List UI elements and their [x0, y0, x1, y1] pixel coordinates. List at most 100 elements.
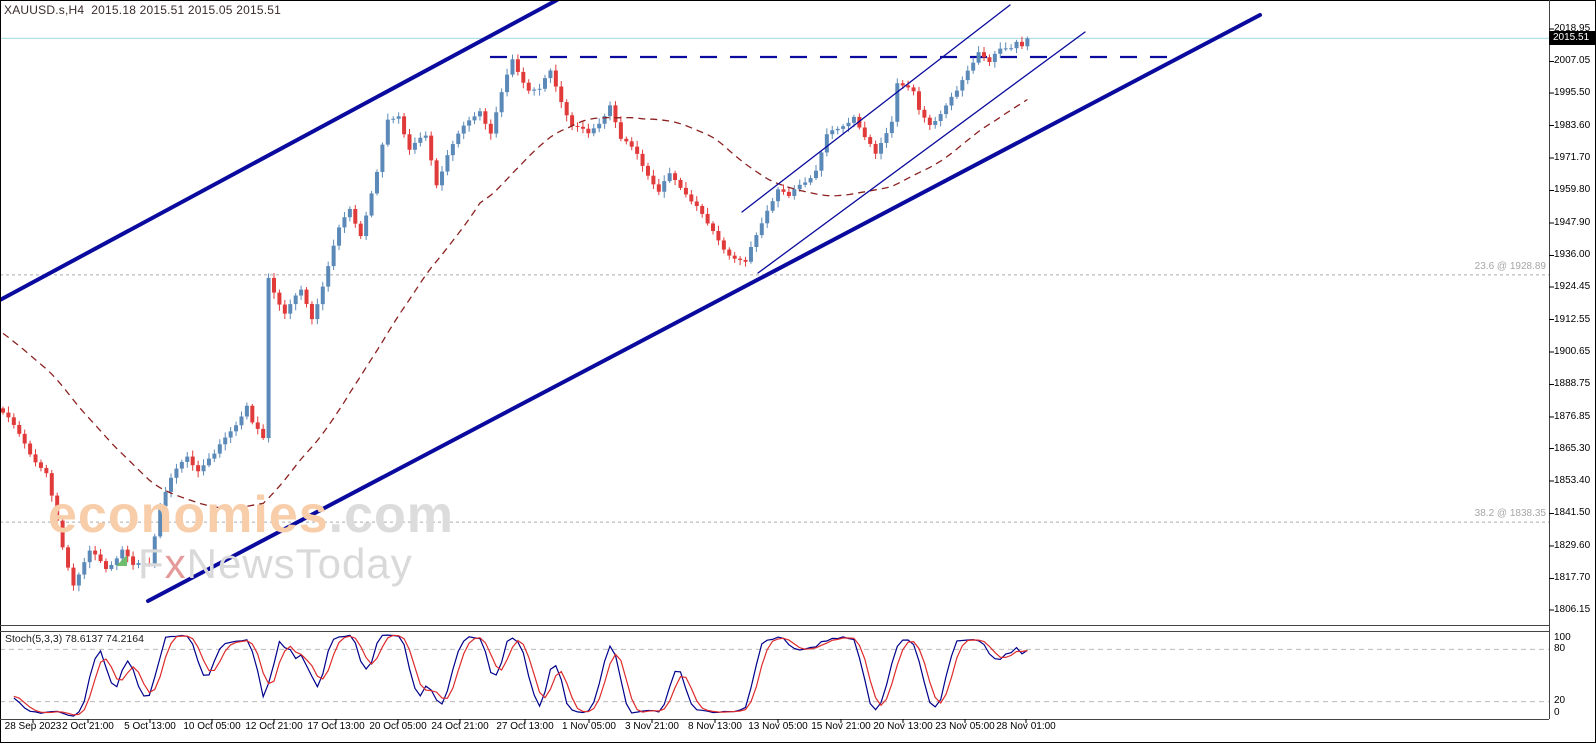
- candle-body: [282, 304, 287, 314]
- candle-body: [700, 205, 705, 214]
- candle-body: [304, 289, 309, 304]
- candle-body: [879, 142, 884, 154]
- candle-body: [396, 116, 401, 119]
- time-axis-label: 23 Nov 05:00: [935, 721, 995, 732]
- candle-body: [889, 121, 894, 134]
- candle-body: [440, 171, 445, 186]
- candle-body: [971, 62, 976, 71]
- candle-body: [418, 137, 423, 143]
- candle-body: [158, 506, 163, 537]
- candle-body: [944, 105, 949, 115]
- candle-body: [38, 462, 43, 468]
- time-axis-label: 12 Oct 21:00: [245, 721, 303, 732]
- price-axis-label: 1971.70: [1554, 152, 1591, 163]
- candle-body: [483, 111, 488, 124]
- candle-body: [515, 59, 520, 72]
- candle-body: [391, 118, 396, 120]
- candle-body: [895, 83, 900, 122]
- candle-body: [602, 116, 607, 124]
- candle-body: [645, 165, 650, 176]
- candle-body: [808, 178, 813, 183]
- candle-body: [797, 184, 802, 190]
- price-axis-label: 1912.55: [1554, 313, 1591, 325]
- time-axis-label: 2 Oct 21:00: [62, 721, 114, 732]
- watermark-green-mark: [116, 555, 127, 566]
- time-axis-label: 17 Oct 13:00: [307, 721, 365, 732]
- candle-body: [234, 425, 239, 432]
- candle-body: [635, 146, 640, 154]
- candle-body: [196, 465, 201, 472]
- candle-body: [526, 82, 531, 91]
- candle-body: [835, 128, 840, 131]
- candle-body: [326, 266, 331, 287]
- candle-body: [315, 304, 320, 320]
- candle-body: [212, 453, 217, 459]
- candle-body: [721, 240, 726, 250]
- candle-body: [494, 112, 499, 134]
- candle-body: [11, 417, 16, 425]
- candle-body: [342, 217, 347, 228]
- candle-body: [575, 125, 580, 127]
- time-axis-label: 13 Nov 05:00: [748, 721, 808, 732]
- candle-body: [87, 550, 92, 563]
- candle-body: [564, 102, 569, 116]
- candle-body: [33, 454, 38, 463]
- candle-body: [385, 119, 390, 145]
- chart-title-ohlc: XAUUSD.s,H4 2015.18 2015.51 2015.05 2015…: [4, 3, 281, 17]
- candle-body: [1025, 38, 1030, 47]
- candle-body: [147, 563, 152, 565]
- candle-body: [76, 574, 81, 586]
- candle-body: [570, 115, 575, 126]
- candle-body: [711, 223, 716, 231]
- candle-body: [900, 83, 905, 86]
- candle-body: [548, 70, 553, 79]
- candle-body: [960, 80, 965, 91]
- price-axis-label: 1817.70: [1554, 572, 1591, 584]
- candle-body: [434, 160, 439, 186]
- candle-body: [640, 153, 645, 166]
- candle-body: [830, 130, 835, 135]
- candle-body: [337, 227, 342, 246]
- candle-body: [521, 71, 526, 83]
- candle-body: [163, 491, 168, 507]
- candle-body: [537, 88, 542, 90]
- price-axis-label: 2007.05: [1554, 55, 1591, 67]
- candle-body: [938, 114, 943, 122]
- stoch-axis-label: 100: [1554, 632, 1571, 643]
- candle-body: [358, 223, 363, 237]
- candle-body: [803, 182, 808, 185]
- candle-body: [55, 495, 60, 521]
- candle-body: [586, 128, 591, 134]
- candle-body: [667, 173, 672, 182]
- candle-body: [689, 194, 694, 202]
- candle-body: [933, 121, 938, 125]
- candle-body: [217, 444, 222, 454]
- candle-body: [255, 422, 260, 429]
- candle-body: [17, 424, 22, 434]
- candle-body: [71, 567, 76, 586]
- candle-body: [705, 213, 710, 224]
- candle-body: [954, 90, 959, 97]
- candle-body: [136, 563, 141, 565]
- candle-body: [179, 461, 184, 469]
- time-axis-label: 20 Oct 05:00: [369, 721, 427, 732]
- candle-body: [347, 208, 352, 218]
- candle-body: [223, 437, 228, 445]
- candle-body: [331, 245, 336, 267]
- candle-body: [862, 127, 867, 138]
- candle-body: [103, 561, 108, 570]
- price-axis-label: 1853.40: [1554, 474, 1591, 486]
- price-axis-label: 1841.50: [1554, 507, 1591, 519]
- candle-body: [781, 189, 786, 192]
- price-axis-label: 1924.45: [1554, 281, 1591, 292]
- candle-body: [423, 135, 428, 138]
- candle-body: [261, 428, 266, 439]
- candle-body: [380, 144, 385, 172]
- candle-body: [553, 70, 558, 87]
- candle-body: [949, 96, 954, 106]
- candle-body: [456, 133, 461, 145]
- candle-body: [1003, 48, 1008, 50]
- candle-body: [461, 125, 466, 134]
- candle-body: [120, 549, 125, 559]
